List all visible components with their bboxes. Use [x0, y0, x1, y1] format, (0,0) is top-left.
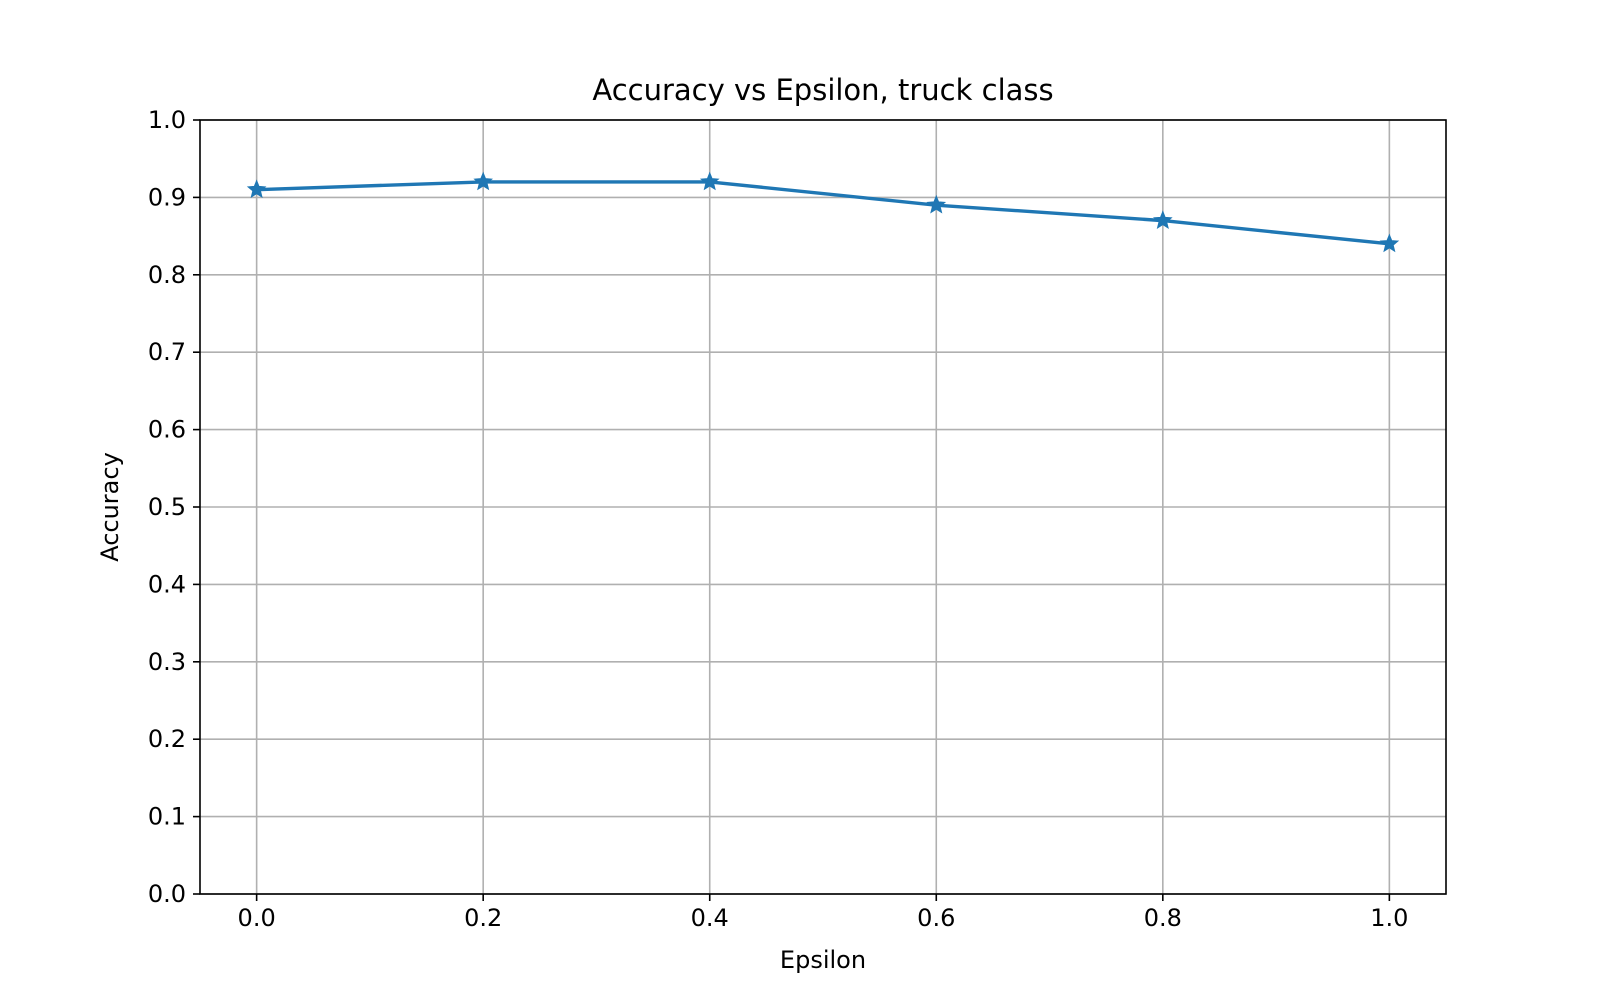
- x-tick-label: 1.0: [1370, 904, 1408, 932]
- series-line: [254, 180, 1392, 246]
- y-axis-label: Accuracy: [96, 452, 124, 562]
- data-point-star-icon: [926, 194, 947, 214]
- y-tick-label: 0.7: [148, 338, 186, 366]
- chart-title: Accuracy vs Epsilon, truck class: [592, 73, 1053, 107]
- x-tick-label: 0.2: [464, 904, 502, 932]
- x-tick-label: 0.4: [691, 904, 729, 932]
- y-tick-label: 0.2: [148, 725, 186, 753]
- y-tick-label: 0.1: [148, 803, 186, 831]
- x-tick-label: 0.0: [238, 904, 276, 932]
- data-point-star-icon: [246, 179, 267, 199]
- axis-ticks: 0.0 0.2 0.4 0.6 0.8 1.0 0.0 0.1 0.2 0.3 0.4 0.5 0.6 0…: [148, 106, 1409, 932]
- x-tick-label: 0.8: [1144, 904, 1182, 932]
- series-layer: [246, 171, 1400, 253]
- data-point-star-icon: [1153, 210, 1173, 229]
- y-tick-label: 0.5: [148, 493, 186, 521]
- x-axis-label: Epsilon: [780, 946, 866, 974]
- y-tick-label: 0.6: [148, 416, 186, 444]
- x-tick-label: 0.6: [917, 904, 955, 932]
- data-point-star-icon: [473, 171, 493, 191]
- y-tick-label: 0.0: [148, 880, 186, 908]
- y-tick-label: 0.8: [148, 261, 186, 289]
- y-tick-label: 1.0: [148, 106, 186, 134]
- data-point-star-icon: [1379, 233, 1400, 253]
- y-tick-label: 0.4: [148, 570, 186, 598]
- y-tick-label: 0.3: [148, 648, 186, 676]
- data-point-star-icon: [699, 171, 720, 191]
- y-tick-label: 0.9: [148, 183, 186, 211]
